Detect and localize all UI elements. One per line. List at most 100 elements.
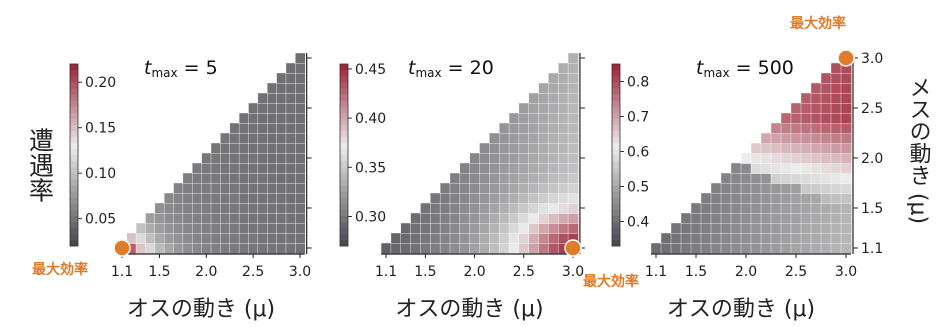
colorbar-segment xyxy=(612,124,620,132)
colorbar-segment xyxy=(340,88,348,95)
heatmap-cell xyxy=(248,222,259,234)
colorbar-segment xyxy=(612,167,620,174)
heatmap-cell xyxy=(498,232,510,244)
heatmap-cell xyxy=(770,132,782,144)
colorbar-segment xyxy=(612,76,620,83)
heatmap-cell xyxy=(820,122,832,134)
heatmap-cell xyxy=(528,192,540,204)
y-tick-label: 3.0 xyxy=(861,51,883,67)
heatmap-cell xyxy=(285,242,297,254)
heatmap-cell xyxy=(780,172,792,184)
heatmap-cell xyxy=(810,242,822,254)
heatmap-cell xyxy=(770,212,782,224)
heatmap-cell xyxy=(558,132,569,144)
heatmap-cell xyxy=(790,162,802,174)
max-efficiency-label: 最大効率 xyxy=(583,273,639,290)
colorbar-segment xyxy=(70,64,78,71)
heatmap-cell xyxy=(528,172,540,184)
heatmap-cell xyxy=(285,62,297,74)
heatmap-cell xyxy=(830,222,842,234)
heatmap-cell xyxy=(508,142,520,154)
heatmap-cell xyxy=(267,232,278,244)
colorbar-segment xyxy=(612,209,620,216)
heatmap-cell xyxy=(567,212,579,224)
heatmap-cell xyxy=(830,122,842,134)
heatmap-cell xyxy=(229,122,240,134)
heatmap-cell xyxy=(800,142,812,154)
heatmap-cell xyxy=(173,202,184,214)
heatmap-cell xyxy=(780,152,792,164)
heatmap-cell xyxy=(267,172,278,184)
heatmap-cell xyxy=(257,132,269,144)
max-efficiency-marker xyxy=(837,49,855,67)
heatmap-cell xyxy=(538,222,550,234)
heatmap-cell xyxy=(182,232,194,244)
heatmap-cell xyxy=(489,142,500,154)
heatmap-cell xyxy=(285,212,297,224)
colorbar-segment xyxy=(612,161,620,168)
x-tick-label: 3.0 xyxy=(562,264,584,280)
heatmap-cell xyxy=(840,222,852,234)
heatmap-cell xyxy=(538,132,550,144)
heatmap-cell xyxy=(267,112,278,124)
heatmap-cell xyxy=(700,232,712,244)
heatmap-cell xyxy=(558,122,569,134)
colorbar-segment xyxy=(70,155,78,162)
heatmap-cell xyxy=(770,232,782,244)
heatmap-cell xyxy=(518,152,530,164)
colorbar-tick-label: 0.15 xyxy=(85,121,116,137)
heatmap-cell xyxy=(285,172,297,184)
heatmap-cell xyxy=(680,242,692,254)
heatmap-cell xyxy=(710,232,722,244)
colorbar-segment xyxy=(340,185,348,192)
heatmap-cell xyxy=(750,212,762,224)
heatmap-cell xyxy=(750,242,762,254)
heatmap-cell xyxy=(840,152,852,164)
y-tick-label: 1.1 xyxy=(861,241,883,257)
heatmap-cell xyxy=(163,222,175,234)
heatmap-cell xyxy=(489,152,500,164)
heatmap-cell xyxy=(800,102,812,114)
heatmap-cell xyxy=(800,202,812,214)
colorbar-segment xyxy=(70,227,78,235)
heatmap-cell xyxy=(449,192,461,204)
heatmap-cell xyxy=(508,162,520,174)
colorbar-frame xyxy=(611,63,621,247)
heatmap-cell xyxy=(276,242,287,254)
colorbar-tick-label: 0.4 xyxy=(627,215,649,231)
heatmap-cell xyxy=(459,222,471,234)
heatmap-cell xyxy=(508,192,520,204)
heatmap-cell xyxy=(229,242,240,254)
heatmap-cell xyxy=(518,202,530,214)
heatmap-cell xyxy=(760,192,772,204)
heatmap-cell xyxy=(810,112,822,124)
heatmap-cell xyxy=(173,192,184,204)
heatmap-cell xyxy=(740,182,752,194)
heatmap-cell xyxy=(257,142,269,154)
heatmap-cell xyxy=(760,182,772,194)
heatmap-cell xyxy=(558,62,569,74)
heatmap-cell xyxy=(548,202,560,214)
heatmap-cell xyxy=(760,162,772,174)
heatmap-cell xyxy=(840,72,852,84)
heatmap-cell xyxy=(201,182,212,194)
heatmap-cell xyxy=(285,82,297,94)
heatmap-cell xyxy=(182,172,194,184)
heatmap-cell xyxy=(730,192,742,204)
axes-layer: 1.1 1.5 2.0 2.5 3.0 1.1 1.5 2.0 2.5 3.0 1.1 1.5 2.0 2… xyxy=(111,51,883,280)
heatmap-cell xyxy=(538,142,550,154)
heatmap-cell xyxy=(276,82,287,94)
heatmap-cell xyxy=(650,242,662,254)
colorbar-segment xyxy=(340,233,348,241)
heatmap-cell xyxy=(518,162,530,174)
heatmap-cell xyxy=(498,172,510,184)
heatmap-cell xyxy=(285,72,297,84)
heatmap-cell xyxy=(730,222,742,234)
heatmap-cell xyxy=(820,92,832,104)
heatmap-cell xyxy=(800,172,812,184)
heatmap-cell xyxy=(295,72,306,84)
heatmap-cell xyxy=(558,82,569,94)
heatmap-cell xyxy=(295,122,306,134)
colorbar-segment xyxy=(70,70,78,77)
